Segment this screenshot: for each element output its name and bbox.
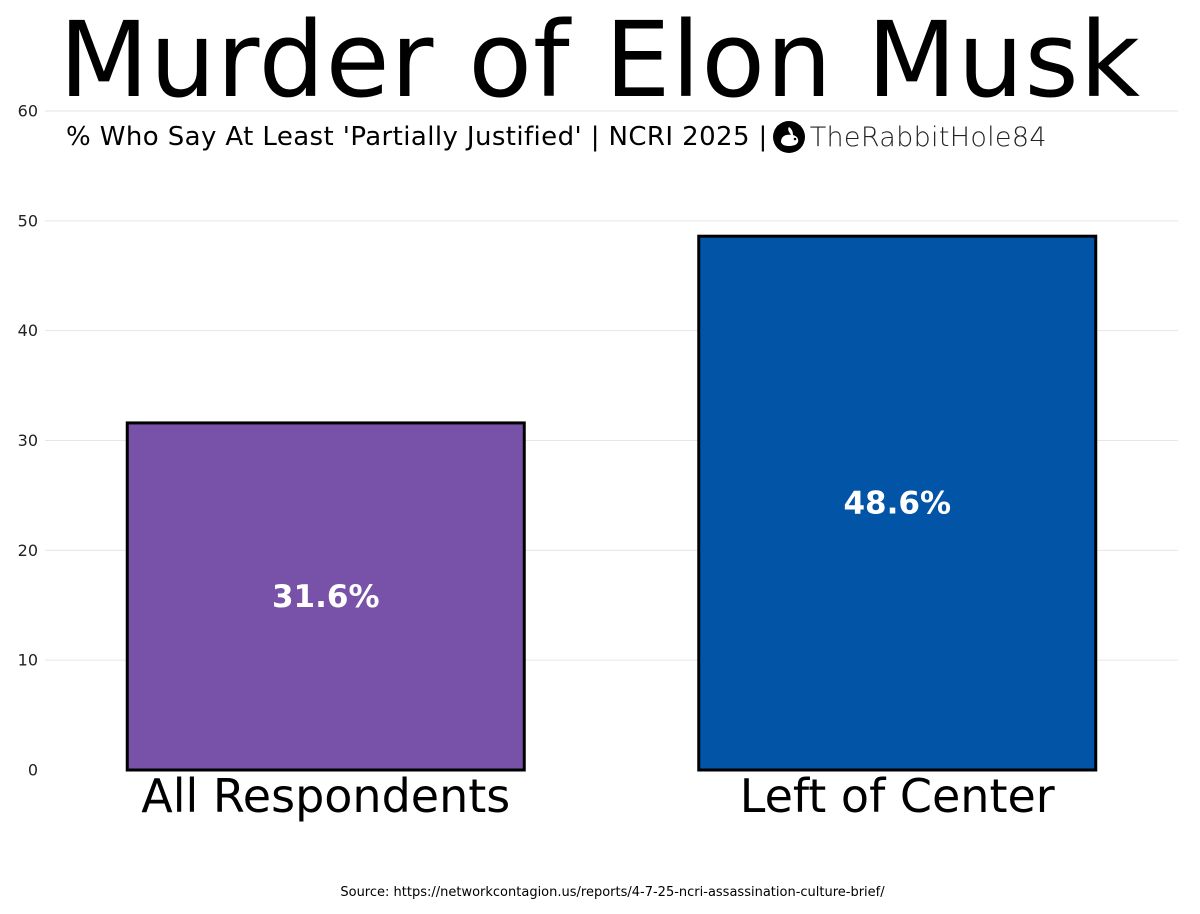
bars [125, 234, 1098, 772]
rabbit-logo-icon [772, 121, 805, 153]
y-tick-label: 50 [18, 211, 38, 230]
chart-subtitle: % Who Say At Least 'Partially Justified'… [66, 122, 768, 152]
data-label: 48.6% [843, 486, 951, 522]
data-label: 31.6% [272, 579, 380, 615]
x-axis-categories: All Respondents Left of Center [141, 769, 1055, 823]
x-category-label: Left of Center [740, 769, 1055, 823]
bar [697, 234, 1098, 772]
y-tick-label: 30 [18, 431, 38, 450]
data-labels: 31.6% 48.6% [272, 486, 951, 615]
y-tick-label: 10 [18, 651, 38, 670]
y-tick-label: 40 [18, 321, 38, 340]
subtitle-row: % Who Say At Least 'Partially Justified'… [66, 114, 1047, 160]
y-axis-ticks: 0 10 20 30 40 50 60 [18, 102, 38, 780]
y-tick-label: 0 [28, 761, 38, 780]
x-category-label: All Respondents [141, 769, 510, 823]
bar [125, 421, 526, 772]
watermark-handle: TheRabbitHole84 [809, 121, 1047, 153]
chart-title: Murder of Elon Musk [59, 0, 1141, 121]
source-note: Source: https://networkcontagion.us/repo… [340, 885, 885, 900]
y-tick-label: 20 [18, 541, 38, 560]
y-tick-label: 60 [18, 102, 38, 121]
